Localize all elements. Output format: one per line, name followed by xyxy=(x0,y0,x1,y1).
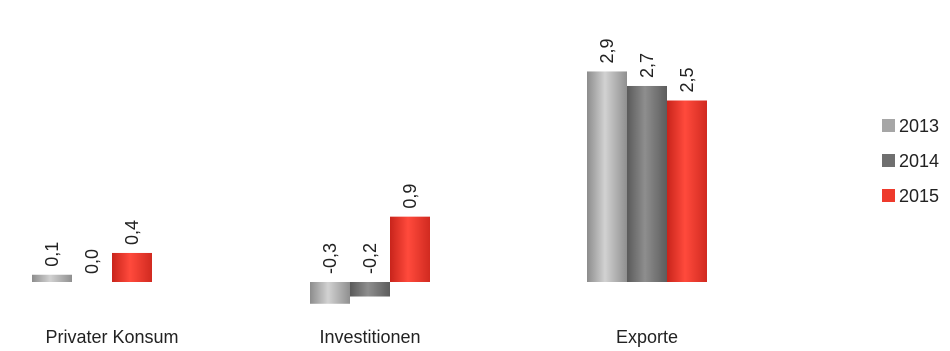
value-label-exporte-2014: 2,7 xyxy=(637,53,657,78)
value-label-privater-konsum-2014: 0,0 xyxy=(82,249,102,274)
value-label-privater-konsum-2013: 0,1 xyxy=(42,242,62,267)
legend-swatch-2013 xyxy=(882,119,895,132)
bar-investitionen-2013 xyxy=(310,282,350,304)
bar-investitionen-2015 xyxy=(390,216,430,282)
value-label-investitionen-2015: 0,9 xyxy=(400,184,420,209)
value-labels-layer: 0,1 0,0 0,4 -0,3 -0,2 0,9 2,9 2,7 2,5 xyxy=(42,38,697,274)
value-label-privater-konsum-2015: 0,4 xyxy=(122,220,142,245)
bar-privater-konsum-2013 xyxy=(32,274,72,282)
category-label-exporte: Exporte xyxy=(616,327,678,347)
legend-label-2015: 2015 xyxy=(899,186,939,206)
bars-layer xyxy=(32,71,707,304)
bar-exporte-2014 xyxy=(627,85,667,282)
legend-label-2013: 2013 xyxy=(899,116,939,136)
legend-label-2014: 2014 xyxy=(899,151,939,171)
bar-privater-konsum-2015 xyxy=(112,252,152,282)
bar-exporte-2015 xyxy=(667,100,707,282)
legend: 2013 2014 2015 xyxy=(882,116,939,206)
category-label-investitionen: Investitionen xyxy=(319,327,420,347)
value-label-exporte-2015: 2,5 xyxy=(677,67,697,92)
legend-swatch-2014 xyxy=(882,154,895,167)
value-label-investitionen-2014: -0,2 xyxy=(360,243,380,274)
bar-investitionen-2014 xyxy=(350,282,390,297)
category-labels-layer: Privater Konsum Investitionen Exporte xyxy=(45,327,678,347)
value-label-investitionen-2013: -0,3 xyxy=(320,243,340,274)
category-label-privater-konsum: Privater Konsum xyxy=(45,327,178,347)
value-label-exporte-2013: 2,9 xyxy=(597,38,617,63)
bar-exporte-2013 xyxy=(587,71,627,283)
legend-swatch-2015 xyxy=(882,189,895,202)
